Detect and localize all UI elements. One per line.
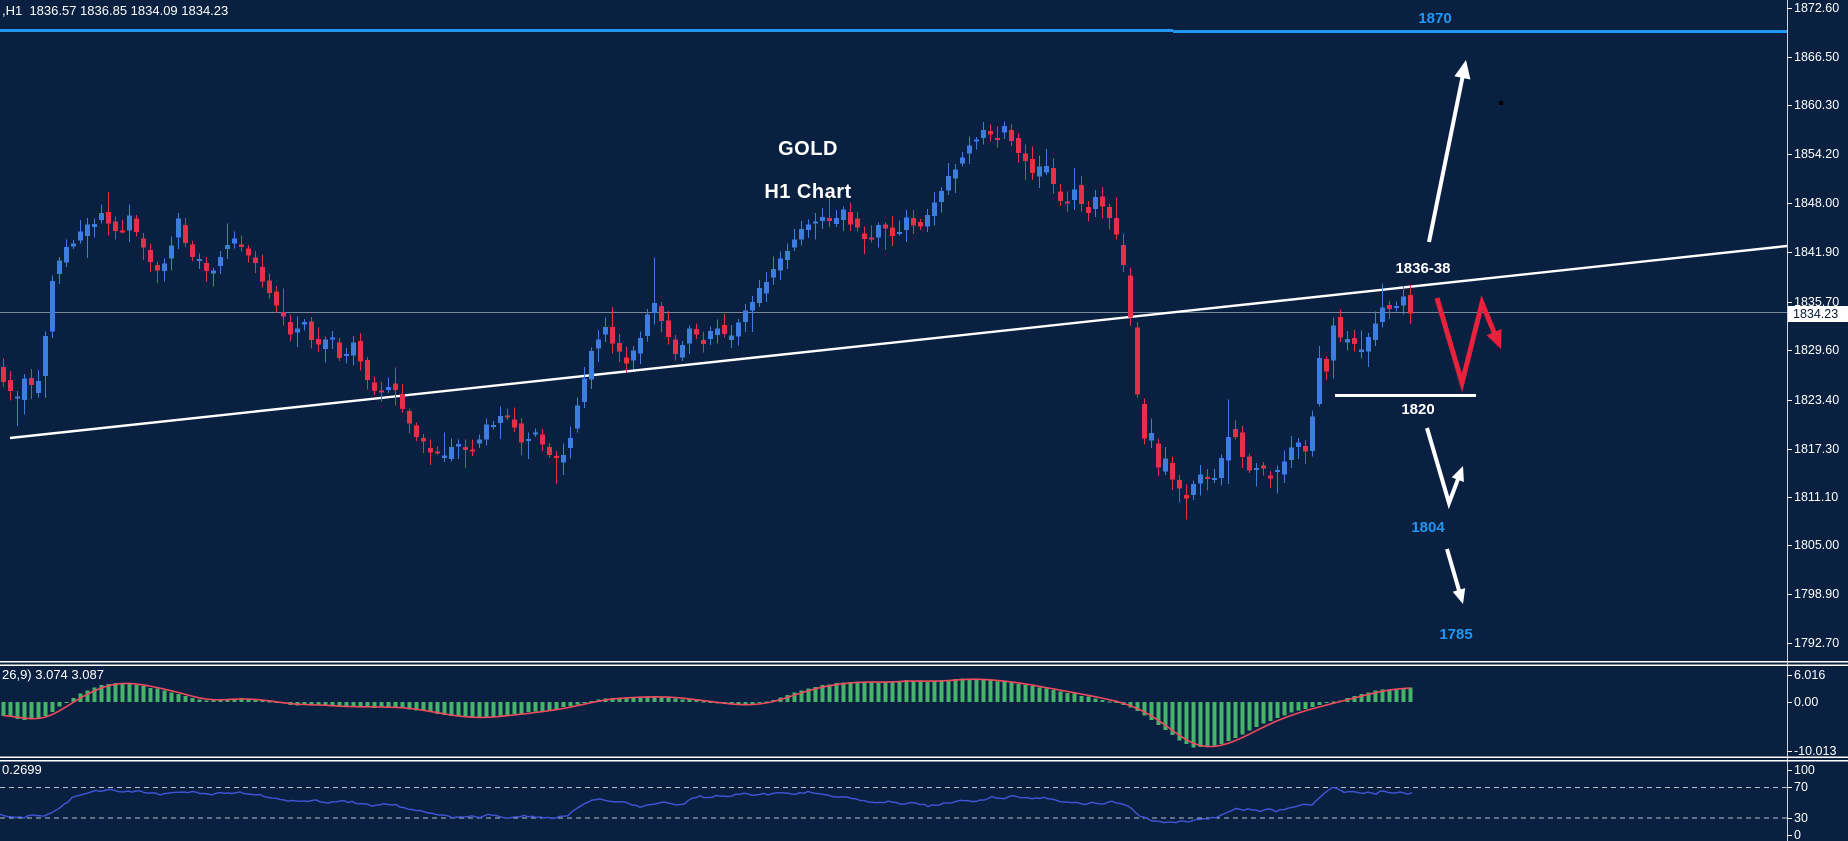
axis-tick-label: -10.013 bbox=[1794, 744, 1837, 758]
axis-tick bbox=[1787, 153, 1792, 155]
axis-tick-label: 30 bbox=[1794, 811, 1808, 825]
axis-tick bbox=[1787, 251, 1792, 253]
axis-tick bbox=[1787, 642, 1792, 644]
axis-tick bbox=[1787, 349, 1792, 351]
axis-tick-label: 1817.30 bbox=[1794, 442, 1840, 456]
axis-tick-label: 1811.10 bbox=[1794, 490, 1839, 504]
axis-tick-label: 1835.70 bbox=[1794, 295, 1840, 309]
axis-tick bbox=[1787, 750, 1792, 752]
axis-tick-label: 1872.60 bbox=[1794, 1, 1840, 15]
axis-tick-label: 6.016 bbox=[1794, 668, 1826, 682]
axis-tick-label: 1860.30 bbox=[1794, 98, 1840, 112]
axis-tick bbox=[1787, 834, 1792, 836]
axis-tick bbox=[1787, 817, 1792, 819]
axis-tick-label: 0 bbox=[1794, 828, 1801, 841]
axis-tick-label: 1798.90 bbox=[1794, 587, 1840, 601]
axis-tick bbox=[1787, 202, 1792, 204]
axis-tick bbox=[1787, 674, 1792, 676]
axis-tick-label: 1829.60 bbox=[1794, 343, 1840, 357]
chart-title-symbol: GOLD bbox=[778, 138, 838, 160]
target-1804-label[interactable]: 1804 bbox=[1411, 519, 1445, 536]
support-level-label[interactable]: 1820 bbox=[1401, 401, 1435, 418]
pullback-zigzag-arrow bbox=[1486, 329, 1502, 349]
axis-tick-label: 1805.00 bbox=[1794, 538, 1840, 552]
symbol-ohlc-readout: ,H1 1836.57 1836.85 1834.09 1834.23 bbox=[2, 3, 229, 18]
axis-tick bbox=[1787, 301, 1792, 303]
axis-tick-label: 1792.70 bbox=[1794, 636, 1840, 650]
axis-tick bbox=[1787, 7, 1792, 9]
drop-arrow bbox=[1452, 588, 1466, 604]
rsi-indicator-label: 0.2699 bbox=[2, 762, 42, 777]
bounce-v-arrow bbox=[1451, 466, 1464, 482]
axis-tick bbox=[1787, 544, 1792, 546]
axis-tick bbox=[1787, 399, 1792, 401]
chart-title-timeframe: H1 Chart bbox=[764, 181, 852, 203]
axis-tick bbox=[1787, 56, 1792, 58]
axis-tick bbox=[1787, 496, 1792, 498]
axis-tick-label: 100 bbox=[1794, 763, 1815, 777]
axis-tick bbox=[1787, 701, 1792, 703]
axis-tick-label: 1866.50 bbox=[1794, 50, 1840, 64]
axis-tick bbox=[1787, 104, 1792, 106]
axis-tick bbox=[1787, 448, 1792, 450]
axis-tick bbox=[1787, 593, 1792, 595]
axis-tick-label: 1848.00 bbox=[1794, 196, 1840, 210]
macd-indicator-label: 26,9) 3.074 3.087 bbox=[2, 667, 104, 682]
resistance-level-label[interactable]: 1870 bbox=[1418, 10, 1452, 27]
axis-tick bbox=[1787, 769, 1792, 771]
axis-tick bbox=[1787, 786, 1792, 788]
axis-tick-label: 1841.90 bbox=[1794, 245, 1840, 259]
supply-zone-label[interactable]: 1836-38 bbox=[1395, 260, 1451, 277]
current-price-tag: 1834.23 bbox=[1788, 306, 1848, 322]
axis-tick-label: 1854.20 bbox=[1794, 147, 1840, 161]
axis-tick-label: 70 bbox=[1794, 780, 1808, 794]
axis-tick-label: 1823.40 bbox=[1794, 393, 1840, 407]
projection-up-arrow bbox=[1454, 60, 1471, 80]
axis-tick-label: 0.00 bbox=[1794, 695, 1819, 709]
target-1785-label[interactable]: 1785 bbox=[1439, 626, 1473, 643]
